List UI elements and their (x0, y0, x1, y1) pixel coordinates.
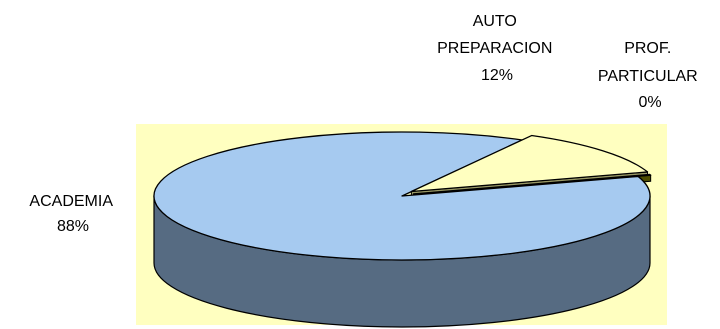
label-auto-name-2: PREPARACION (437, 40, 552, 57)
label-auto-preparacion: AUTO PREPARACION 12% (437, 13, 557, 84)
label-academia: ACADEMIA 88% (29, 193, 116, 235)
label-prof-particular: PROF. PARTICULAR 0% (598, 40, 702, 111)
label-academia-name: ACADEMIA (29, 193, 113, 210)
label-academia-pct: 88% (57, 218, 89, 235)
label-prof-name-1: PROF. (624, 40, 671, 57)
pie-slices (153, 131, 652, 328)
label-prof-pct: 0% (638, 94, 661, 111)
label-prof-name-2: PARTICULAR (598, 68, 698, 85)
label-auto-pct: 12% (481, 67, 513, 84)
slice-top-academia (153, 131, 651, 261)
slice-top-auto-preparacion (410, 134, 649, 193)
slice-top-prof-particular (412, 173, 652, 195)
label-auto-name-1: AUTO (473, 13, 517, 30)
